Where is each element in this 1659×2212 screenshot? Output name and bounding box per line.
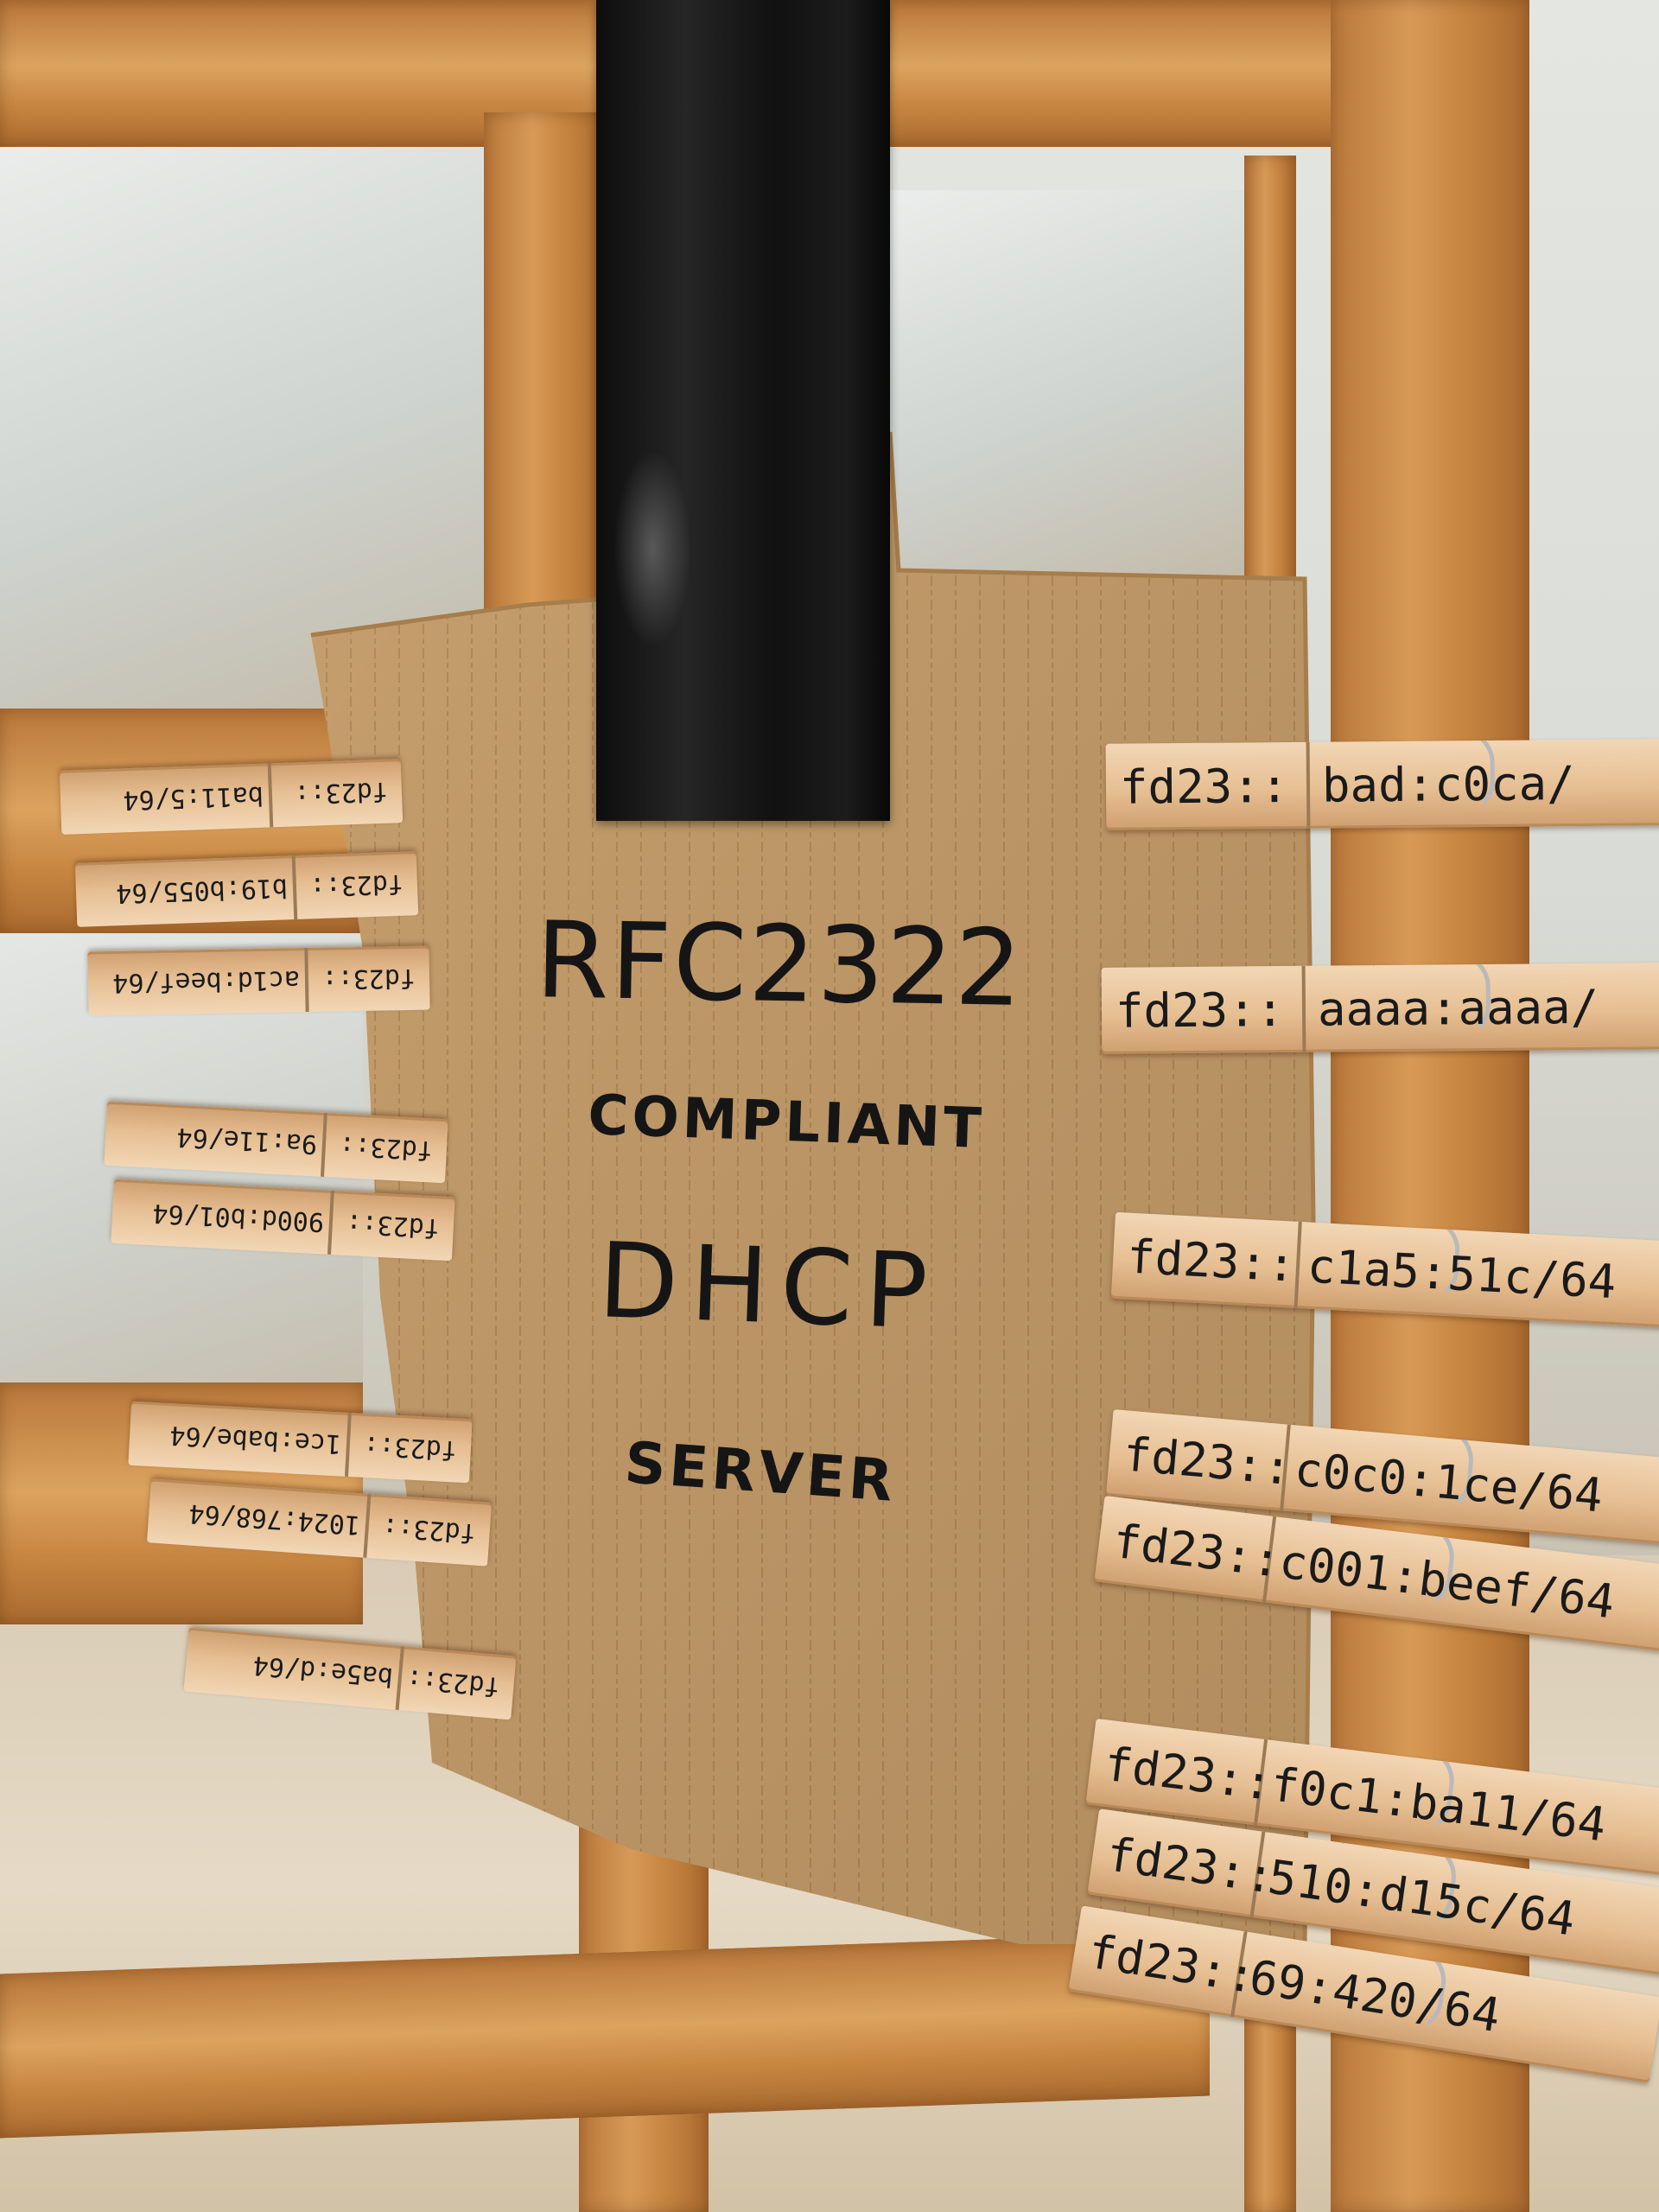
pin-suffix: b19:b055/64: [115, 872, 289, 909]
pin-suffix: ba11:5/64: [122, 780, 264, 816]
pin-suffix: 9a:11e/64: [175, 1122, 318, 1160]
glass-pane-left: [0, 138, 484, 709]
clothespin-left-1: fd23:: ba11:5/64: [59, 759, 404, 835]
clothespin-left-3: fd23:: ac1d:beef/64: [87, 945, 430, 1016]
clothespin-right-1: fd23:: bad:c0ca/: [1105, 739, 1659, 830]
pin-suffix: 1024:768/64: [188, 1497, 362, 1541]
sign-line-dhcp: DHCP: [596, 1221, 942, 1353]
pin-suffix: bad:c0ca/: [1321, 755, 1575, 813]
pin-suffix: 1ce:babe/64: [168, 1420, 342, 1459]
pin-prefix: fd23::: [404, 1663, 501, 1702]
glass-pane-center: [890, 190, 1253, 579]
pin-prefix: fd23::: [1119, 758, 1289, 815]
pin-suffix: 900d:b01/64: [151, 1198, 325, 1237]
sign-line-rfc: RFC2322: [534, 899, 1025, 1030]
pin-prefix: fd23::: [381, 1511, 477, 1549]
clothespin-right-2: fd23:: aaaa:aaaa/: [1101, 963, 1659, 1054]
pin-prefix: fd23::: [1125, 1229, 1297, 1293]
pin-prefix: fd23::: [345, 1208, 441, 1243]
pin-suffix: ac1d:beef/64: [111, 964, 301, 999]
pin-suffix: ba5e:d/64: [251, 1649, 395, 1693]
black-duct-tape: [596, 0, 890, 821]
pin-suffix: c1a5:51c/64: [1306, 1238, 1618, 1309]
pin-prefix: fd23::: [1121, 1426, 1294, 1496]
pin-prefix: fd23::: [362, 1430, 458, 1465]
pin-prefix: fd23::: [321, 963, 416, 995]
clothespin-left-2: fd23:: b19:b055/64: [74, 851, 419, 927]
pin-suffix: aaaa:aaaa/: [1317, 979, 1599, 1037]
pin-prefix: fd23::: [338, 1130, 434, 1166]
pin-prefix: fd23::: [1115, 982, 1285, 1039]
pin-prefix: fd23::: [293, 776, 389, 810]
pin-prefix: fd23::: [308, 868, 404, 902]
